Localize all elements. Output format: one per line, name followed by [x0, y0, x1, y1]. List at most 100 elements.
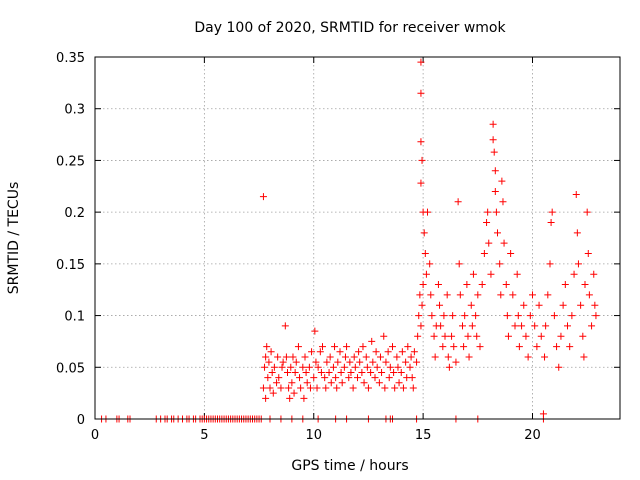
data-point	[275, 374, 283, 382]
data-point	[472, 312, 480, 320]
data-point	[568, 312, 576, 320]
data-point	[368, 337, 376, 345]
data-point	[363, 363, 371, 371]
data-point	[300, 394, 308, 402]
y-tick-label: 0.35	[56, 51, 85, 66]
data-point	[583, 208, 591, 216]
data-point	[570, 270, 578, 278]
data-point	[483, 218, 491, 226]
y-axis-label: SRMTID / TECUs	[6, 182, 22, 295]
data-point	[286, 394, 294, 402]
data-point	[279, 358, 287, 366]
data-point	[343, 343, 351, 351]
data-point	[580, 353, 588, 361]
data-point	[323, 358, 331, 366]
data-point	[418, 156, 426, 164]
data-point	[391, 384, 399, 392]
data-point	[497, 291, 505, 299]
data-point	[542, 322, 550, 330]
data-point	[499, 198, 507, 206]
data-point	[262, 353, 270, 361]
data-point	[533, 343, 541, 351]
data-point	[544, 291, 552, 299]
data-point	[259, 193, 267, 201]
data-point	[439, 343, 447, 351]
data-point	[297, 384, 305, 392]
data-point	[340, 363, 348, 371]
y-tick-label: 0.25	[56, 154, 85, 169]
data-points	[98, 58, 600, 423]
data-point	[285, 384, 293, 392]
data-point	[537, 332, 545, 340]
data-point	[337, 368, 345, 376]
data-point	[322, 384, 330, 392]
data-point	[359, 343, 367, 351]
y-tick-label: 0.15	[56, 258, 85, 273]
data-point	[522, 332, 530, 340]
data-point	[494, 229, 501, 237]
data-point	[288, 379, 296, 387]
data-point	[308, 348, 316, 356]
x-tick-label: 0	[91, 428, 99, 443]
data-point	[590, 270, 598, 278]
data-point	[372, 348, 380, 356]
data-point	[574, 260, 582, 268]
data-point	[270, 363, 278, 371]
x-tick-label: 20	[524, 428, 541, 443]
y-tick-label: 0.2	[64, 206, 85, 221]
x-tick-label: 5	[200, 428, 208, 443]
data-point	[384, 348, 392, 356]
tick-labels: 0 5 10 15 20 0 0.05 0.1 0.15 0.2 0.25 0.3 0.35	[56, 51, 541, 443]
data-point	[529, 291, 536, 299]
data-point	[441, 332, 449, 340]
data-point	[317, 368, 325, 376]
data-point	[541, 353, 549, 361]
data-point	[264, 374, 272, 382]
data-point	[584, 250, 592, 258]
data-point	[375, 379, 383, 387]
data-point	[448, 332, 456, 340]
data-point	[301, 353, 309, 361]
data-point	[468, 322, 476, 330]
data-point	[282, 353, 290, 361]
data-point	[422, 270, 430, 278]
data-point	[463, 281, 471, 289]
data-point	[484, 208, 492, 216]
data-point	[416, 291, 424, 299]
data-point	[553, 343, 561, 351]
data-point	[382, 358, 390, 366]
data-point	[385, 374, 393, 382]
data-point	[418, 301, 426, 309]
data-point	[520, 301, 528, 309]
data-point	[306, 384, 314, 392]
data-point	[514, 312, 522, 320]
data-point	[413, 358, 421, 366]
y-tick-label: 0.05	[56, 361, 85, 376]
data-point	[296, 374, 304, 382]
data-point	[267, 348, 275, 356]
data-point	[389, 343, 396, 351]
data-point	[572, 191, 580, 199]
data-point	[350, 353, 358, 361]
data-point	[415, 312, 423, 320]
data-point	[461, 312, 469, 320]
data-point	[402, 358, 410, 366]
data-point	[426, 260, 434, 268]
data-point	[507, 250, 515, 258]
data-point	[290, 389, 298, 397]
data-point	[302, 368, 310, 376]
data-point	[417, 58, 425, 66]
data-point	[347, 368, 355, 376]
data-point	[449, 312, 457, 320]
data-point	[509, 291, 517, 299]
data-point	[513, 270, 521, 278]
data-point	[334, 358, 342, 366]
data-point	[269, 389, 277, 397]
data-point	[473, 332, 481, 340]
data-point	[431, 353, 439, 361]
grid-lines	[95, 57, 620, 419]
data-point	[319, 343, 326, 351]
data-point	[316, 348, 324, 356]
data-point	[409, 384, 417, 392]
